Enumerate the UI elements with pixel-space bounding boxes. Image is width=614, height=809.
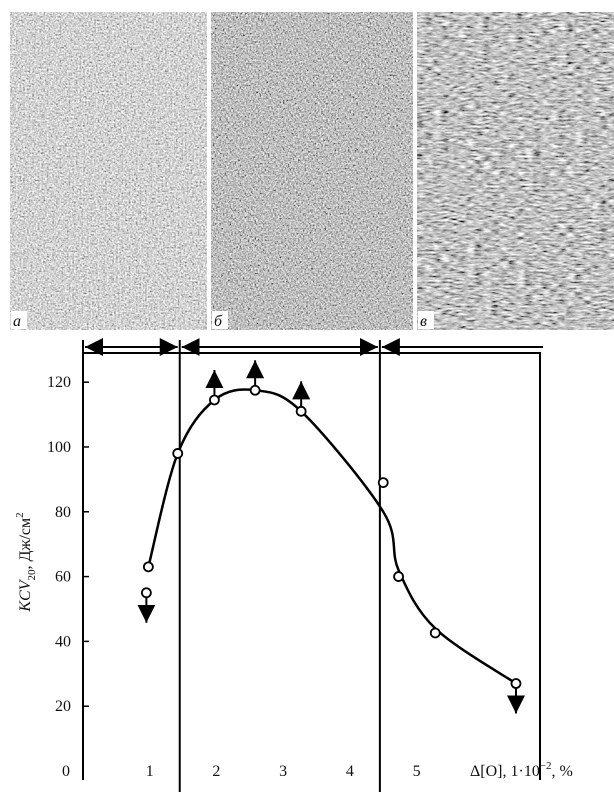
data-point <box>377 477 389 489</box>
panel-label: а <box>13 313 21 330</box>
micrograph <box>10 12 207 330</box>
x-tick-label: 0 <box>62 763 70 780</box>
data-point <box>172 448 184 459</box>
label-part: 20 <box>26 569 38 581</box>
y-tick-label: 60 <box>55 569 71 586</box>
data-point <box>510 678 522 689</box>
x-tick-label: 5 <box>413 763 421 780</box>
data-point <box>140 587 152 599</box>
label-part: , Дж/см <box>17 518 34 570</box>
label-box <box>418 311 434 329</box>
x-axis-label: Δ[O], 1·10−2, % <box>470 760 573 780</box>
data-point <box>429 627 441 639</box>
y-tick-label: 80 <box>55 504 71 521</box>
micrographs: а б в <box>10 12 614 330</box>
label-part: Δ[O], 1·10 <box>470 763 540 780</box>
x-tick-label: 3 <box>279 763 287 780</box>
y-tick-label: 40 <box>55 633 71 650</box>
data-point <box>142 561 154 573</box>
label-box <box>11 311 27 329</box>
data-point <box>209 394 220 406</box>
label-part: 2 <box>14 512 26 518</box>
micrograph <box>417 12 614 330</box>
x-tick-label: 2 <box>212 763 220 780</box>
x-tick-label: 4 <box>346 763 354 780</box>
label-part: , % <box>552 763 573 780</box>
panel-label: б <box>214 313 223 330</box>
label-part: KCV <box>17 578 34 612</box>
fit-curve <box>147 388 517 685</box>
y-tick-label: 20 <box>55 698 71 715</box>
y-tick-label: 120 <box>47 374 71 391</box>
micrograph <box>211 12 413 330</box>
data-point <box>249 384 261 396</box>
y-tick-label: 100 <box>47 439 71 456</box>
x-tick-label: 1 <box>146 763 154 780</box>
panel-label: в <box>420 313 427 330</box>
label-box <box>212 311 228 329</box>
y-axis-label: KCV20, Дж/см2 <box>14 512 38 612</box>
label-part: −2 <box>540 760 552 772</box>
data-point <box>393 571 404 582</box>
data-point <box>295 405 307 417</box>
